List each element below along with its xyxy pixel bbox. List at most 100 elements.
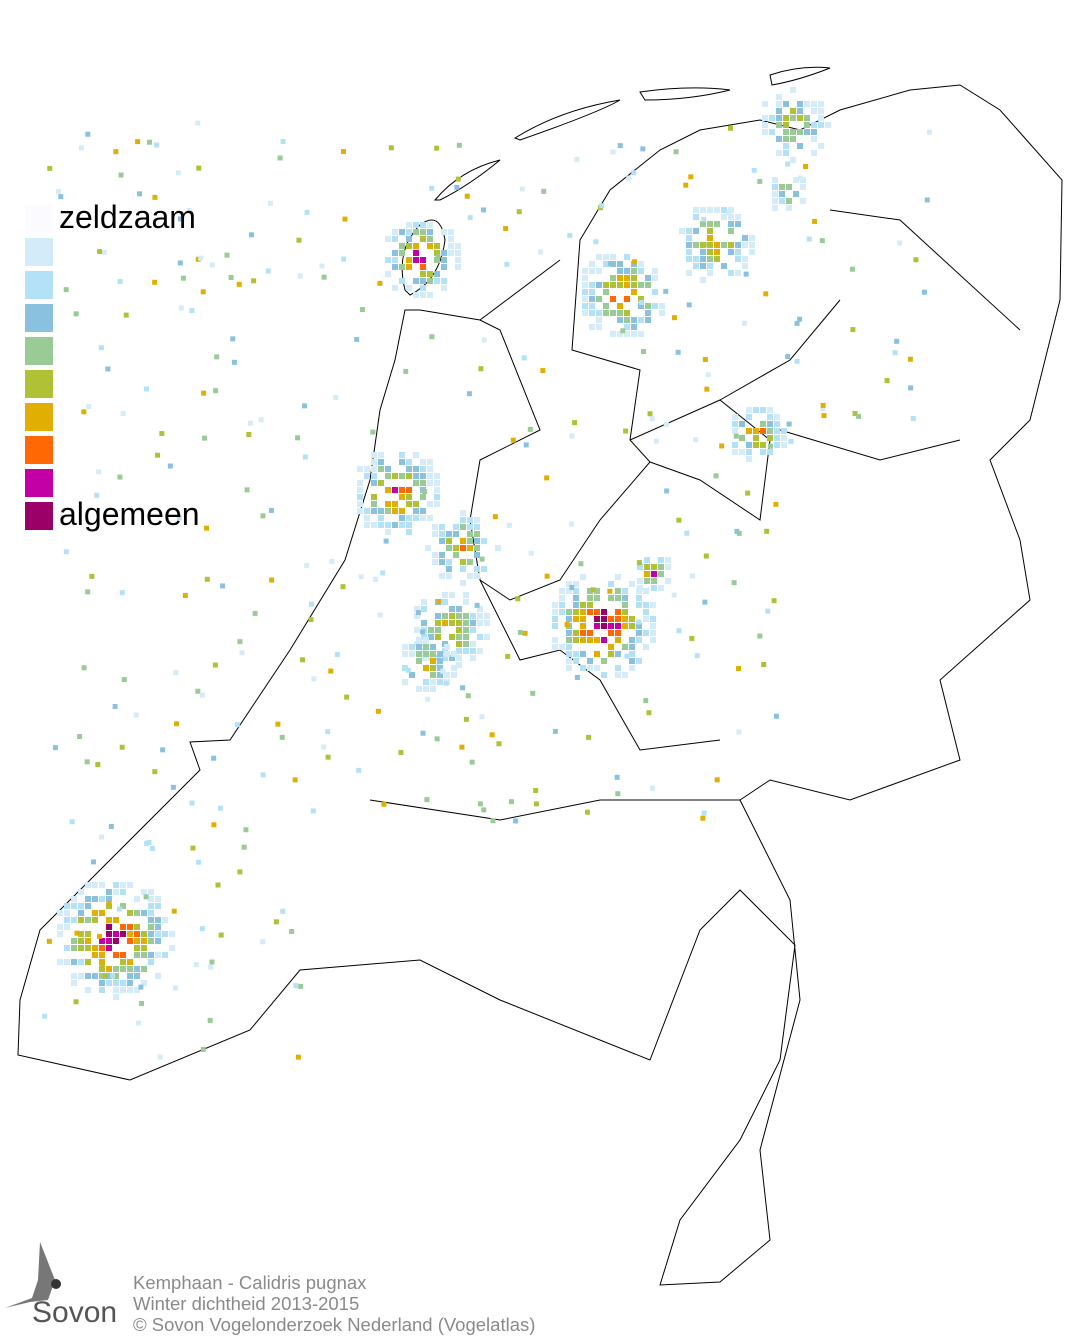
density-cell [127, 980, 133, 986]
density-cell [427, 473, 433, 479]
density-cell [434, 278, 440, 284]
density-cell [593, 239, 599, 245]
density-cell [463, 620, 469, 626]
density-cell [749, 235, 755, 241]
density-cell [420, 264, 426, 270]
density-cell [617, 275, 623, 281]
density-cell [190, 845, 196, 851]
density-cell [594, 665, 600, 671]
density-cell [99, 896, 105, 902]
density-cell [631, 259, 637, 265]
density-cell [420, 292, 426, 298]
density-cell [392, 501, 398, 507]
density-cell [113, 952, 119, 958]
density-cell [413, 473, 419, 479]
density-cell [268, 507, 274, 513]
density-cell [148, 952, 154, 958]
density-cell [615, 665, 621, 671]
density-cell [106, 966, 112, 972]
density-cell [776, 101, 782, 107]
density-cell [110, 973, 116, 979]
density-cell [85, 131, 91, 137]
density-cell [86, 404, 92, 410]
density-cell [763, 291, 769, 297]
density-cell [81, 409, 87, 415]
density-cell [652, 268, 658, 274]
density-cell [57, 931, 63, 937]
density-cell [277, 155, 283, 161]
density-cell [601, 637, 607, 643]
density-cell [776, 108, 782, 114]
density-cell [463, 592, 469, 598]
density-cell [420, 271, 426, 277]
density-cell [610, 149, 616, 155]
density-cell [707, 228, 713, 234]
density-cell [582, 268, 588, 274]
density-cell [622, 616, 628, 622]
density-cell [463, 716, 469, 722]
density-cell [739, 449, 745, 455]
density-cell [455, 176, 461, 182]
density-cell [820, 405, 826, 411]
density-cell [650, 630, 656, 636]
density-cell [118, 172, 124, 178]
density-cell [707, 270, 713, 276]
density-cell [490, 818, 496, 824]
density-cell [631, 289, 637, 295]
density-cell [460, 580, 466, 586]
density-cell [141, 945, 147, 951]
density-cell [572, 420, 578, 426]
density-cell [92, 910, 98, 916]
density-cell [148, 931, 154, 937]
density-cell [442, 592, 448, 598]
density-cell [113, 938, 119, 944]
density-cell [377, 612, 383, 618]
density-cell [474, 517, 480, 523]
density-cell [819, 238, 825, 244]
density-cell [96, 469, 102, 475]
density-cell [742, 263, 748, 269]
density-cell [735, 256, 741, 262]
density-cell [198, 255, 204, 261]
density-cell [567, 232, 573, 238]
density-cell [155, 896, 161, 902]
density-cell [800, 184, 806, 190]
density-cell [120, 924, 126, 930]
density-cell [159, 431, 165, 437]
density-cell [215, 882, 221, 888]
density-cell [702, 599, 708, 605]
density-cell [77, 734, 83, 740]
density-cell [467, 545, 473, 551]
density-cell [481, 538, 487, 544]
density-cell [478, 366, 484, 372]
density-cell [383, 538, 389, 544]
density-cell [455, 250, 461, 256]
density-cell [533, 801, 539, 807]
density-cell [385, 487, 391, 493]
density-cell [385, 501, 391, 507]
density-cell [99, 987, 105, 993]
density-cell [767, 435, 773, 441]
density-cell [420, 466, 426, 472]
density-cell [767, 414, 773, 420]
density-cell [626, 175, 632, 181]
density-cell [434, 501, 440, 507]
density-cell [713, 473, 719, 479]
density-cell [686, 242, 692, 248]
density-cell [451, 672, 457, 678]
density-cell [388, 145, 394, 151]
density-cell [99, 973, 105, 979]
density-cell [580, 609, 586, 615]
density-cell [456, 655, 462, 661]
density-cell [106, 980, 112, 986]
density-cell [439, 573, 445, 579]
density-cell [78, 945, 84, 951]
density-cell [637, 585, 643, 591]
density-cell [429, 334, 435, 340]
legend-swatch [25, 436, 53, 464]
density-cell [434, 257, 440, 263]
density-cell [761, 662, 767, 668]
density-cell [302, 403, 308, 409]
density-cell [580, 623, 586, 629]
